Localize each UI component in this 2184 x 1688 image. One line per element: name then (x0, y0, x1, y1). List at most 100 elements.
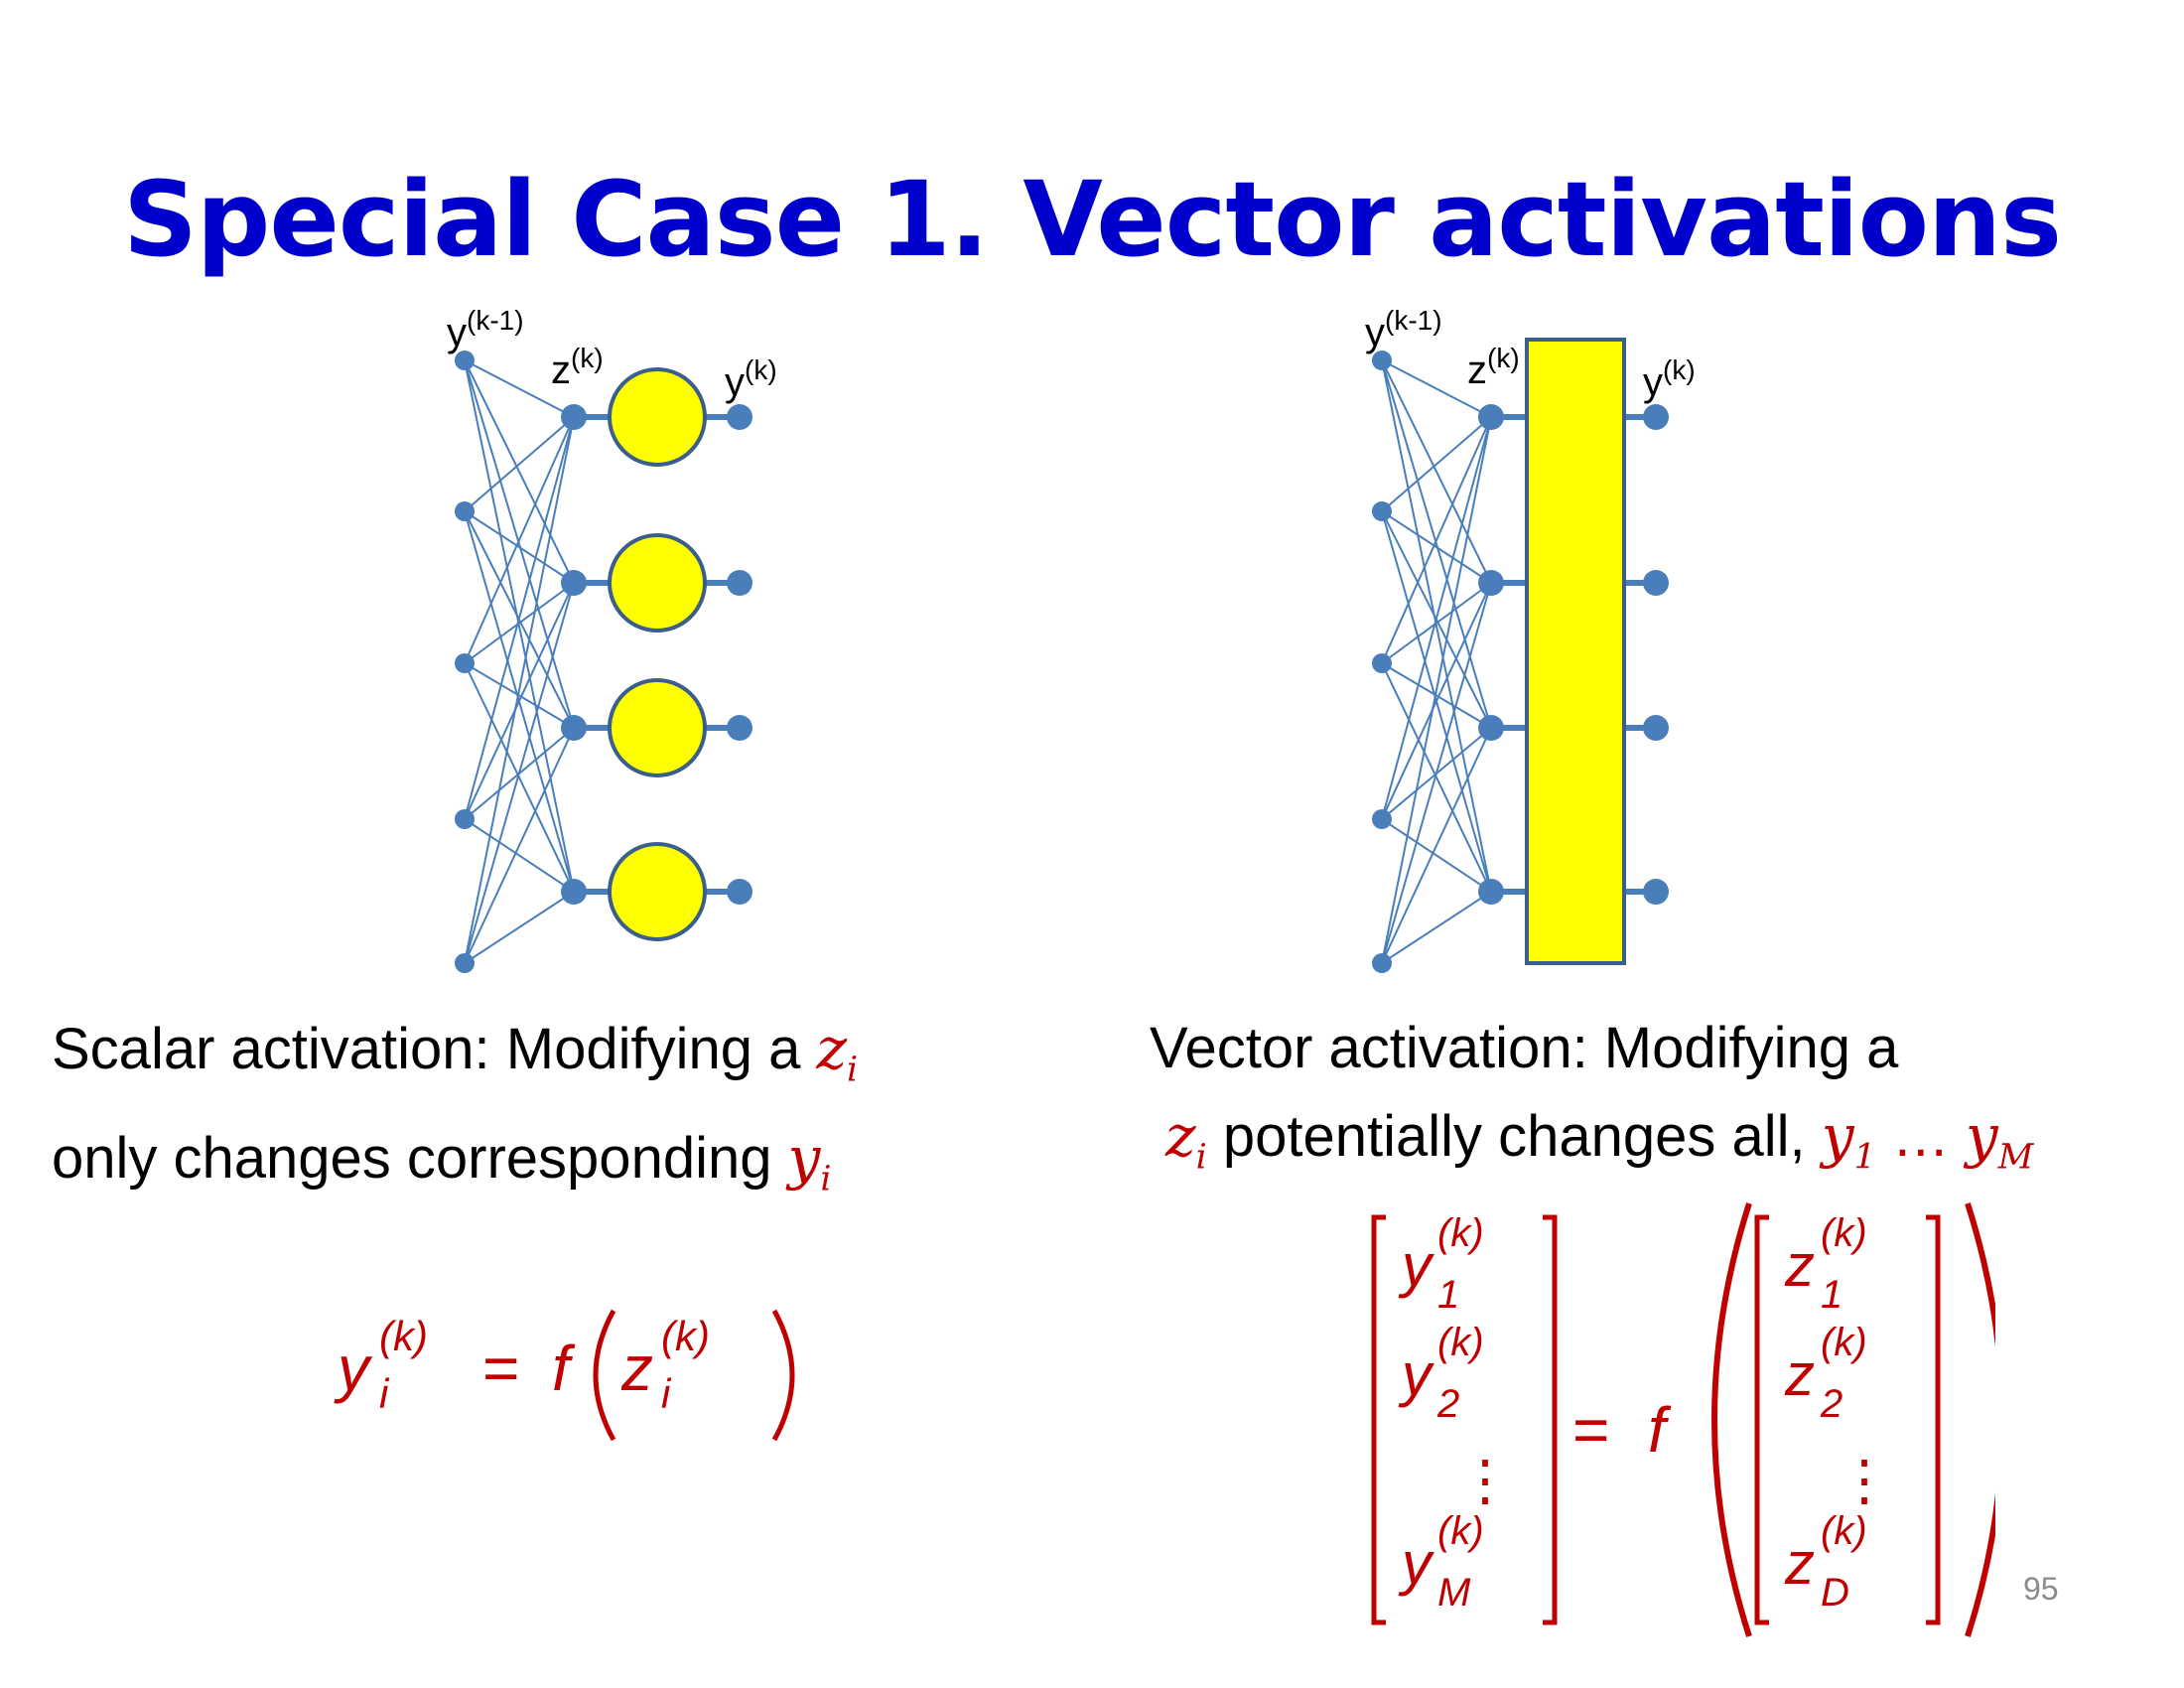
connection-line (464, 416, 575, 820)
label-y: y(k) (1643, 354, 1696, 404)
scalar-activation-diagram: y(k-1) z(k) y(k) (447, 305, 777, 973)
vector-activation-diagram: y(k-1) z(k) y(k) (1365, 305, 1696, 973)
page-number: 95 (2023, 1571, 2059, 1607)
output-node (727, 404, 752, 430)
output-node (727, 879, 752, 905)
connection-line (1381, 818, 1492, 893)
vector-activation-caption: Vector activation: Modifying a zi potent… (1150, 1005, 2033, 1201)
connection-line (464, 662, 575, 729)
matrix-entry-text: (k) (1437, 1321, 1484, 1364)
math-var: zi (1165, 1102, 1207, 1178)
connection-line (1381, 359, 1492, 893)
svg-text:⋮: ⋮ (1837, 1449, 1892, 1511)
vector-activation-block (1525, 338, 1626, 965)
svg-text:=: = (1572, 1394, 1609, 1466)
scalar-activation-caption: Scalar activation: Modifying a zi only c… (52, 1005, 858, 1222)
matrix-entry-text: (k) (1821, 1211, 1867, 1255)
label-y: y(k) (725, 354, 777, 404)
connection-line (1381, 416, 1492, 664)
matrix-entry-text: 2 (1820, 1382, 1843, 1426)
connection-line (464, 359, 575, 418)
slide-title: Special Case 1. Vector activations (122, 159, 2062, 280)
label-z: z(k) (551, 343, 604, 392)
matrix-entry-text: D (1821, 1571, 1849, 1615)
connection-line (464, 359, 575, 893)
output-node (1643, 879, 1669, 905)
svg-text:i: i (661, 1370, 672, 1417)
connection-line (464, 582, 575, 664)
connection-line (1381, 891, 1492, 964)
matrix-entry-text: z (1784, 1341, 1815, 1408)
matrix-entry-text: y (1398, 1341, 1435, 1408)
caption-line-2: only changes corresponding yi (52, 1123, 832, 1199)
connection-line (1381, 662, 1492, 729)
caption-line-2: zi potentially changes all, y1 … yM (1165, 1102, 2034, 1178)
svg-text:i: i (379, 1370, 390, 1417)
label-y-prev: y(k-1) (1365, 305, 1442, 354)
connection-line (464, 416, 575, 512)
matrix-entry-text: (k) (1437, 1211, 1484, 1255)
output-node (727, 715, 752, 741)
svg-text:(k): (k) (379, 1313, 428, 1359)
connection-line (1381, 582, 1492, 964)
connection-line (1381, 582, 1492, 664)
matrix-entry-text: (k) (1821, 1509, 1867, 1553)
z-node (561, 404, 587, 430)
svg-text:=: = (482, 1333, 519, 1404)
input-node (1372, 351, 1392, 370)
input-node (455, 653, 475, 673)
activation-unit (608, 842, 707, 941)
connection-line (464, 510, 575, 584)
input-node (455, 809, 475, 829)
connection-line (1381, 416, 1492, 512)
input-node (455, 501, 475, 521)
connection-line (1381, 662, 1492, 893)
input-node (1372, 653, 1392, 673)
input-node (1372, 501, 1392, 521)
svg-text:f: f (552, 1333, 576, 1404)
connection-line (1381, 359, 1492, 418)
connection-line (464, 582, 575, 820)
output-node (1643, 404, 1669, 430)
connection-line (1381, 359, 1492, 729)
svg-text:z: z (620, 1333, 653, 1404)
z-node (1478, 570, 1504, 596)
input-node (455, 351, 475, 370)
matrix-entry-text: y (1398, 1530, 1435, 1597)
label-y-prev: y(k-1) (447, 305, 524, 354)
connection-line (1381, 510, 1492, 584)
matrix-entry-text: 1 (1821, 1273, 1843, 1317)
matrix-entry-text: z (1784, 1530, 1815, 1597)
activation-unit (608, 367, 707, 467)
matrix-entry-text: (k) (1437, 1509, 1484, 1553)
connection-line (464, 359, 575, 729)
connection-line (464, 416, 575, 964)
math-var: y1 (1821, 1102, 1876, 1178)
output-node (1643, 715, 1669, 741)
connection-line (1381, 359, 1492, 584)
svg-text:(k): (k) (661, 1313, 710, 1359)
output-node (727, 570, 752, 596)
connection-line (464, 818, 575, 893)
z-node (1478, 715, 1504, 741)
z-node (1478, 879, 1504, 905)
activation-unit (608, 678, 707, 777)
connection-line (464, 662, 575, 893)
math-var: yi (787, 1123, 832, 1199)
matrix-entry-text: y (1398, 1232, 1435, 1299)
input-node (455, 953, 475, 973)
connection-line (1381, 582, 1492, 820)
z-node (561, 715, 587, 741)
connection-line (464, 582, 575, 964)
svg-text:y: y (334, 1333, 373, 1404)
connection-line (464, 727, 575, 964)
z-node (561, 570, 587, 596)
z-node (1478, 404, 1504, 430)
input-node (1372, 953, 1392, 973)
scalar-activation-equation: y i (k) = f z i (k) (334, 1309, 795, 1442)
connection-line (464, 416, 575, 664)
scalar-activation-units (608, 367, 707, 941)
label-z: z(k) (1467, 343, 1520, 392)
output-node (1643, 570, 1669, 596)
input-node (1372, 809, 1392, 829)
